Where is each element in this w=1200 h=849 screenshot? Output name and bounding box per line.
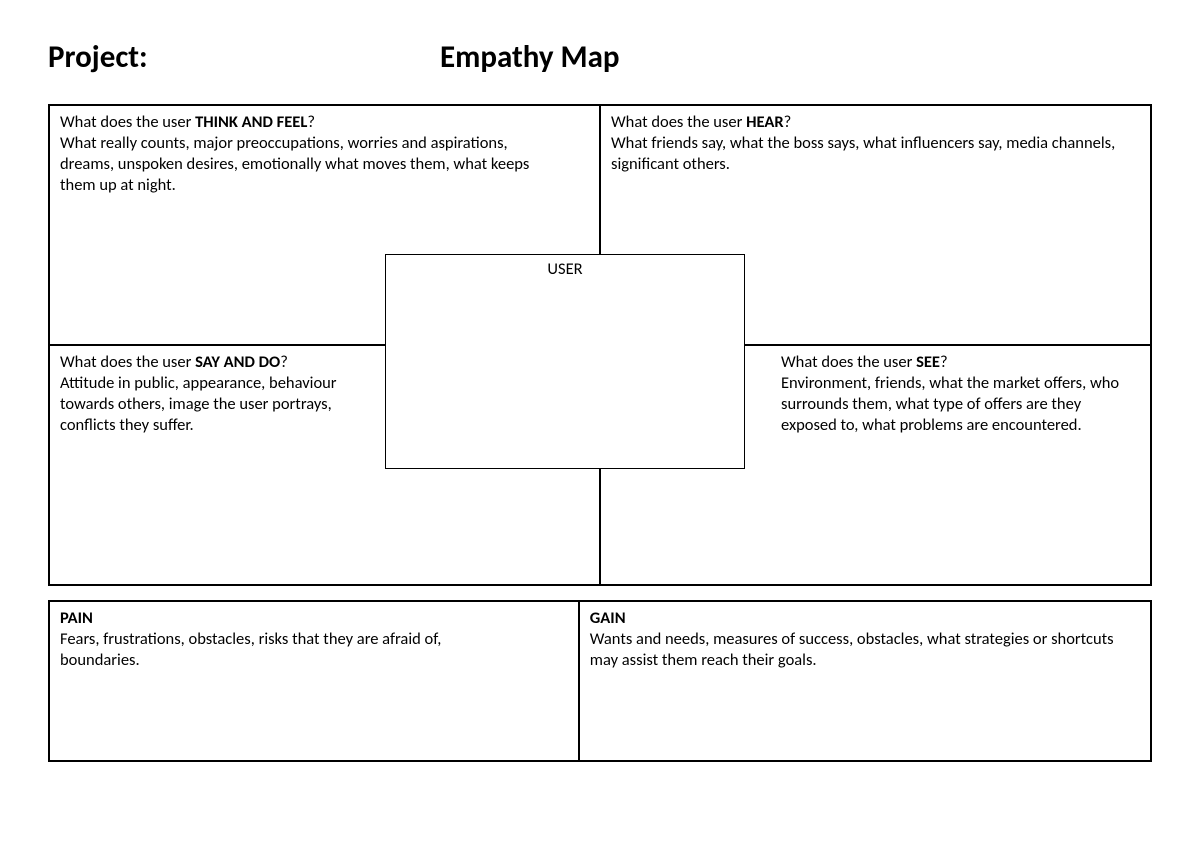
user-box: USER — [385, 254, 745, 469]
user-box-label: USER — [547, 259, 582, 279]
see-content: What does the user SEE? Environment, fri… — [781, 352, 1140, 436]
prompt-bold: THINK AND FEEL — [195, 112, 307, 132]
empathy-map-grid: What does the user THINK AND FEEL? What … — [48, 104, 1152, 762]
say-do-prompt: What does the user SAY AND DO? — [60, 352, 360, 373]
prompt-bold: SEE — [916, 352, 940, 372]
prompt-bold: HEAR — [746, 112, 784, 132]
see-prompt: What does the user SEE? — [781, 352, 1140, 373]
hear-prompt: What does the user HEAR? — [611, 112, 1140, 133]
pain-title: PAIN — [60, 608, 568, 629]
prompt-prefix: What does the user — [611, 112, 746, 132]
project-label: Project: — [48, 38, 440, 76]
hear-content: What does the user HEAR? What friends sa… — [611, 112, 1140, 175]
gain-description: Wants and needs, measures of success, ob… — [590, 629, 1140, 671]
think-feel-description: What really counts, major preoccupations… — [60, 133, 529, 195]
pain-description: Fears, frustrations, obstacles, risks th… — [60, 629, 520, 671]
hear-description: What friends say, what the boss says, wh… — [611, 133, 1115, 174]
think-feel-content: What does the user THINK AND FEEL? What … — [60, 112, 550, 196]
prompt-prefix: What does the user — [60, 352, 195, 372]
prompt-suffix: ? — [940, 352, 948, 372]
see-description: Environment, friends, what the market of… — [781, 373, 1119, 435]
prompt-prefix: What does the user — [60, 112, 195, 132]
prompt-suffix: ? — [280, 352, 288, 372]
gain-title: GAIN — [590, 608, 1140, 629]
cell-pain: PAIN Fears, frustrations, obstacles, ris… — [49, 601, 579, 761]
prompt-prefix: What does the user — [781, 352, 916, 372]
say-do-content: What does the user SAY AND DO? Attitude … — [60, 352, 360, 436]
prompt-bold: SAY AND DO — [195, 352, 280, 372]
cell-gain: GAIN Wants and needs, measures of succes… — [579, 601, 1151, 761]
say-do-description: Attitude in public, appearance, behaviou… — [60, 373, 337, 435]
think-feel-prompt: What does the user THINK AND FEEL? — [60, 112, 550, 133]
page-title: Empathy Map — [440, 38, 620, 76]
pain-gain-grid: PAIN Fears, frustrations, obstacles, ris… — [48, 600, 1152, 762]
header: Project: Empathy Map — [48, 38, 1152, 76]
prompt-suffix: ? — [784, 112, 792, 132]
prompt-suffix: ? — [307, 112, 315, 132]
